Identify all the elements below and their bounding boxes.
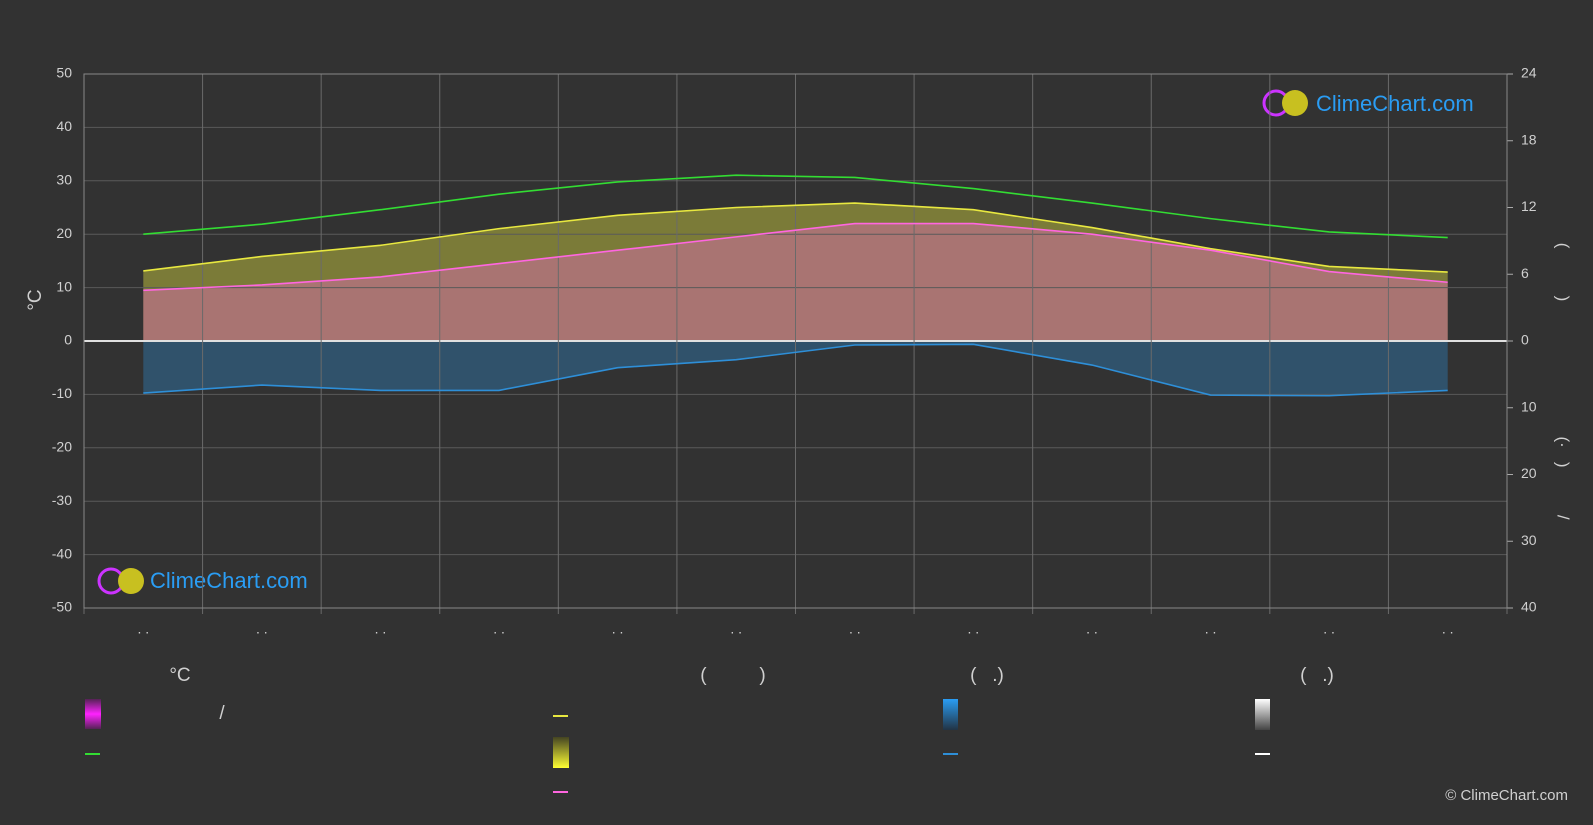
- y3-tick-label: 30: [1521, 532, 1537, 548]
- logo-icon: [1282, 90, 1308, 116]
- legend-header: °C: [169, 665, 190, 686]
- y2-tick-label: 0: [1521, 332, 1529, 348]
- x-tick-label: . .: [730, 621, 742, 637]
- y-tick-label: 50: [56, 65, 72, 81]
- y3-axis-label: (· ) /: [1554, 436, 1573, 519]
- legend-swatch: [943, 699, 958, 730]
- y3-tick-label: 10: [1521, 398, 1537, 414]
- y-tick-label: -40: [52, 545, 72, 561]
- logo: ClimeChart.com: [1316, 91, 1474, 116]
- x-tick-label: . .: [1323, 621, 1335, 637]
- y2-tick-label: 12: [1521, 198, 1537, 214]
- y2-axis-label: ( ): [1554, 243, 1573, 302]
- y2-tick-label: 6: [1521, 265, 1529, 281]
- y-tick-label: 40: [56, 118, 72, 134]
- logo-icon: [118, 568, 144, 594]
- x-tick-label: . .: [137, 621, 149, 637]
- y-tick-label: 20: [56, 225, 72, 241]
- y3-tick-label: 20: [1521, 465, 1537, 481]
- x-tick-label: . .: [375, 621, 387, 637]
- x-tick-label: . .: [1086, 621, 1098, 637]
- y2-tick-label: 18: [1521, 131, 1537, 147]
- series-area: [143, 341, 1448, 396]
- x-tick-label: . .: [493, 621, 505, 637]
- copyright: © ClimeChart.com: [1445, 787, 1568, 804]
- series-line: [143, 343, 1448, 397]
- legend-header: ( .): [1300, 665, 1334, 686]
- y2-tick-label: 24: [1521, 65, 1537, 81]
- y-tick-label: 0: [64, 332, 72, 348]
- legend-text: /: [219, 703, 225, 724]
- y-tick-label: -50: [52, 599, 72, 615]
- x-tick-label: . .: [1442, 621, 1454, 637]
- y-tick-label: 10: [56, 278, 72, 294]
- series-line: [143, 174, 1448, 239]
- y-tick-label: -20: [52, 439, 72, 455]
- y-axis-label: °C: [25, 289, 46, 310]
- y-tick-label: 30: [56, 172, 72, 188]
- legend-header: ( ): [700, 665, 765, 686]
- x-tick-label: . .: [256, 621, 268, 637]
- logo: ClimeChart.com: [150, 568, 308, 593]
- series-line: [143, 222, 1448, 292]
- y3-tick-label: 40: [1521, 599, 1537, 615]
- plot-frame: [83, 73, 1508, 609]
- y-tick-label: -30: [52, 492, 72, 508]
- legend-swatch: [1255, 699, 1270, 730]
- legend: °C ( ) ( .) ( .) /: [85, 665, 1334, 768]
- legend-swatch: [553, 737, 569, 768]
- x-tick-label: . .: [968, 621, 980, 637]
- x-tick-label: . .: [849, 621, 861, 637]
- x-tick-label: . .: [612, 621, 624, 637]
- legend-header: ( .): [970, 665, 1004, 686]
- series-line: [143, 202, 1448, 273]
- x-tick-label: . .: [1205, 621, 1217, 637]
- legend-swatch: [85, 699, 101, 729]
- y-tick-label: -10: [52, 385, 72, 401]
